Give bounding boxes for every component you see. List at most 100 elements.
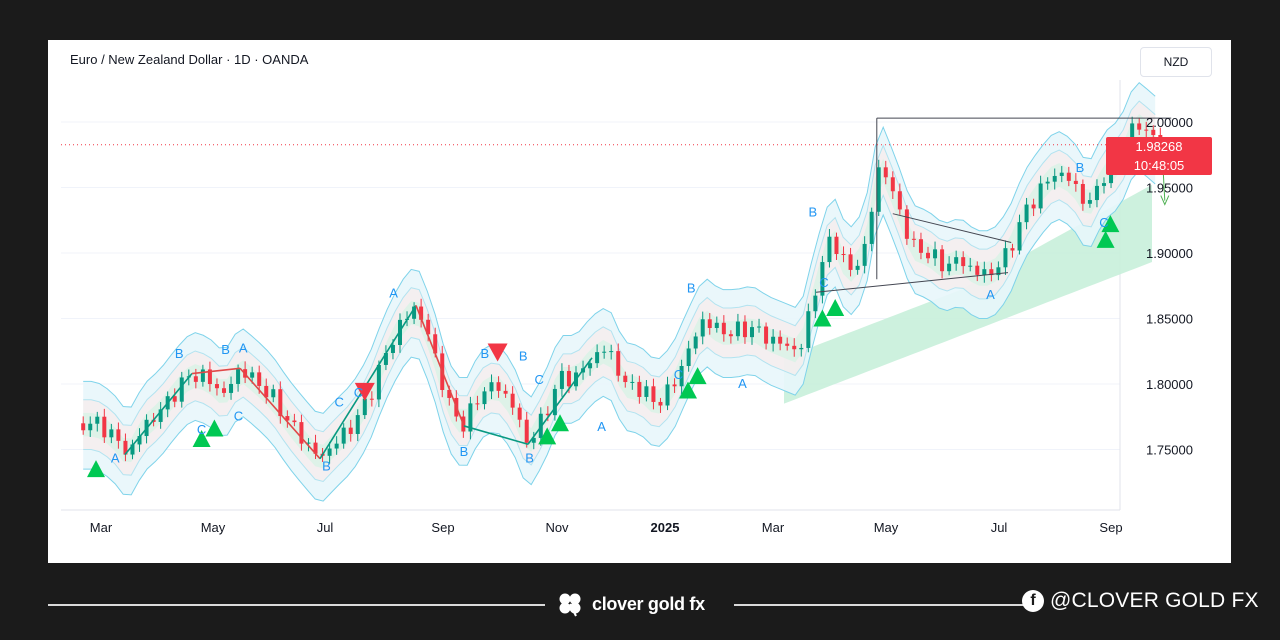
time-tick-label: Mar [90, 520, 113, 535]
time-tick-label: Jul [317, 520, 334, 535]
candle-body [968, 265, 973, 267]
candle-body [876, 167, 881, 212]
candle-body [482, 391, 487, 405]
wave-label: C [535, 372, 544, 387]
candle-body [179, 377, 184, 402]
candle-body [750, 327, 754, 338]
time-tick-label: Sep [431, 520, 454, 535]
time-tick-label: Nov [545, 520, 569, 535]
candle-body [475, 403, 480, 405]
zigzag-segment [191, 367, 241, 375]
price-tick-label: 1.85000 [1146, 312, 1193, 327]
candle-body [496, 382, 501, 391]
bar-countdown-label: 10:48:05 [1106, 157, 1212, 175]
candle-body [566, 370, 571, 387]
candle-body [813, 295, 818, 312]
candle-body [764, 326, 769, 344]
candle-body [552, 388, 557, 416]
candle-body [81, 423, 86, 431]
candle-body [609, 351, 614, 353]
buy-signal-icon [87, 460, 105, 478]
price-tick-label: 1.75000 [1146, 443, 1193, 458]
candle-body [172, 396, 177, 402]
zigzag-segment [527, 357, 593, 445]
social-handle[interactable]: @CLOVER GOLD FX [1050, 589, 1259, 612]
candle-body [130, 444, 135, 455]
buy-signal-icon [1096, 230, 1115, 248]
candle-body [123, 440, 128, 455]
wave-label: C [234, 409, 243, 424]
candle-body [1144, 129, 1149, 131]
buy-signal-icon [192, 430, 211, 448]
time-tick-label: May [201, 520, 226, 535]
candle-body [1137, 123, 1142, 130]
brand-name: clover gold fx [592, 593, 705, 614]
zigzag-segment [415, 305, 465, 427]
candle-body [369, 398, 374, 400]
candle-body [827, 236, 832, 263]
candle-body [665, 384, 670, 406]
candle-body [1038, 183, 1043, 209]
wave-label: B [322, 458, 331, 473]
candle-body [982, 269, 987, 275]
candle-body [623, 375, 628, 383]
candle-body [229, 383, 234, 393]
currency-button[interactable]: NZD [1140, 47, 1212, 77]
candle-body [834, 236, 839, 255]
time-tick-label: May [874, 520, 899, 535]
candle-body [602, 351, 607, 353]
envelope-line [83, 100, 1156, 433]
clover-icon [559, 593, 581, 617]
candle-body [897, 191, 902, 210]
candle-body [975, 265, 980, 275]
wave-label: C [674, 367, 683, 382]
candle-body [961, 257, 966, 267]
candle-body [693, 336, 698, 349]
candle-body [1059, 172, 1064, 176]
sell-signal-icon [354, 382, 375, 401]
candle-body [109, 429, 114, 438]
candle-body [250, 372, 255, 378]
candle-body [257, 372, 262, 386]
wave-label: B [525, 451, 534, 466]
candle-body [510, 393, 515, 408]
wave-label: B [480, 346, 489, 361]
candle-body [742, 321, 747, 338]
candle-body [503, 390, 508, 394]
candle-body [757, 326, 762, 328]
candle-body [996, 267, 1001, 276]
candle-body [1010, 248, 1015, 251]
wave-label: C [335, 394, 344, 409]
buy-signal-icon [679, 381, 697, 399]
time-tick-label: 2025 [651, 520, 680, 535]
candle-body [524, 419, 529, 443]
candle-body [947, 263, 952, 272]
candle-body [686, 348, 691, 367]
price-tick-label: 1.90000 [1146, 246, 1193, 261]
facebook-icon: f [1022, 590, 1044, 612]
candle-body [285, 416, 290, 421]
zigzag-segment [124, 373, 193, 456]
candle-body [327, 448, 332, 456]
wave-label: B [808, 204, 817, 219]
footer-divider-left [48, 604, 545, 606]
candle-body [236, 369, 241, 384]
candle-body [771, 336, 776, 344]
candle-body [1024, 204, 1029, 223]
candle-body [658, 401, 663, 406]
wave-label: A [389, 286, 398, 301]
candle-body [820, 262, 825, 296]
candle-body [362, 398, 367, 416]
candle-body [735, 321, 740, 337]
candle-body [116, 429, 121, 441]
candle-body [989, 269, 994, 276]
social-link[interactable]: f @CLOVER GOLD FX [1022, 588, 1259, 614]
candle-body [721, 322, 726, 335]
candle-body [799, 347, 804, 350]
candle-body [299, 422, 304, 444]
candle-body [1094, 185, 1099, 201]
candle-body [1102, 183, 1106, 186]
envelope-line [83, 150, 1156, 483]
candle-body [1087, 200, 1092, 204]
